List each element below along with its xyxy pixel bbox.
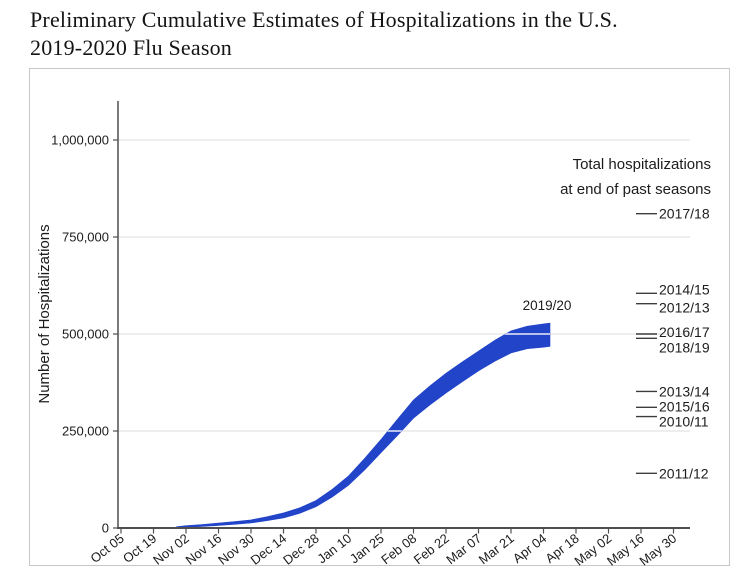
x-tick-label: Dec 28 — [280, 531, 322, 567]
y-tick-label: 500,000 — [62, 327, 109, 342]
x-tick-label: Mar 21 — [476, 531, 517, 567]
x-tick-label: Jan 10 — [314, 531, 354, 567]
season-marker-label-2012-13: 2012/13 — [659, 300, 710, 316]
season-marker-label-2017-18: 2017/18 — [659, 206, 710, 222]
x-tick-label: Jan 25 — [347, 531, 387, 567]
page-title: Preliminary Cumulative Estimates of Hosp… — [0, 0, 740, 62]
x-tick-label: Feb 22 — [411, 531, 452, 567]
x-tick-label: Dec 14 — [248, 531, 290, 567]
season-marker-label-2013-14: 2013/14 — [659, 383, 710, 399]
y-tick-label: 1,000,000 — [51, 133, 109, 148]
estimate-band-2019-20 — [176, 322, 551, 529]
x-tick-label: May 30 — [637, 531, 680, 567]
x-tick-label: Apr 04 — [510, 531, 549, 566]
chart-panel: 0 250,000 500,000 750,000 1,000,000 Oct 05 Oct… — [29, 68, 730, 567]
season-marker-label-2016-17: 2016/17 — [659, 324, 710, 340]
legend-heading-line1: Total hospitalizations — [573, 156, 711, 173]
y-tick-label: 750,000 — [62, 230, 109, 245]
y-axis-title: Number of Hospitalizations — [36, 224, 53, 403]
x-tick-label: Nov 30 — [215, 531, 257, 567]
season-marker-label-2014-15: 2014/15 — [659, 281, 710, 297]
legend-heading-line2: at end of past seasons — [560, 181, 711, 198]
x-tick-label: Mar 07 — [443, 531, 484, 567]
y-tick-label: 250,000 — [62, 424, 109, 439]
x-tick-label: Oct 05 — [87, 531, 126, 566]
season-marker-label-2018-19: 2018/19 — [659, 339, 710, 355]
season-marker-label-2011-12: 2011/12 — [659, 465, 709, 481]
x-tick-label: Nov 02 — [150, 531, 192, 567]
season-marker-label-2010-11: 2010/11 — [659, 414, 709, 430]
season-marker-label-2015-16: 2015/16 — [659, 398, 710, 414]
x-tick-label: Feb 08 — [378, 531, 419, 567]
x-tick-label: Nov 16 — [183, 531, 225, 567]
page-title-line1: Preliminary Cumulative Estimates of Hosp… — [30, 7, 618, 32]
current-season-label: 2019/20 — [523, 298, 572, 313]
y-tick-label: 0 — [102, 521, 109, 536]
page-title-line2: 2019-2020 Flu Season — [30, 35, 232, 60]
